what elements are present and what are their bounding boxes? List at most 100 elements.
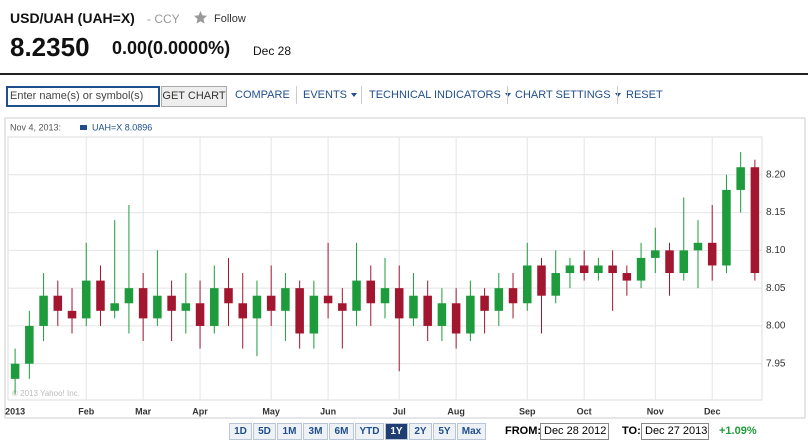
- x-tick-label: Dec: [704, 406, 721, 416]
- candle-body: [594, 265, 603, 274]
- candle-body: [153, 295, 162, 319]
- y-tick-label: 8.20: [766, 169, 786, 180]
- candle-body: [508, 288, 518, 304]
- candle-body: [579, 265, 589, 274]
- candle-body: [679, 250, 689, 274]
- y-tick-label: 8.05: [766, 283, 786, 294]
- follow-link[interactable]: Follow: [214, 13, 246, 25]
- get-chart-button[interactable]: GET CHART: [161, 86, 227, 107]
- chart-frame: [4, 117, 806, 419]
- candle-body: [67, 310, 77, 319]
- divider: [0, 73, 808, 75]
- range-button[interactable]: 1D: [229, 423, 252, 440]
- x-tick-label: Nov: [647, 406, 664, 416]
- y-tick-label: 8.15: [766, 207, 786, 218]
- candle-body: [39, 295, 48, 326]
- candle-body: [693, 242, 703, 251]
- candle-body: [10, 363, 20, 379]
- symbol: USD/UAH (UAH=X): [10, 10, 135, 26]
- watermark: © 2013 Yahoo! Inc.: [12, 389, 80, 398]
- candle-body: [252, 295, 262, 319]
- range-button[interactable]: YTD: [355, 423, 384, 440]
- candle-body: [281, 288, 290, 311]
- from-input[interactable]: Dec 28 2012: [540, 423, 609, 440]
- candle-body: [665, 250, 674, 274]
- menu-item[interactable]: COMPARE: [235, 89, 290, 101]
- candle-body: [309, 295, 319, 334]
- candle-body: [522, 265, 532, 304]
- y-tick-label: 8.00: [766, 321, 786, 332]
- candle-body: [195, 303, 205, 326]
- candle-body: [352, 280, 361, 311]
- range-button[interactable]: 1Y: [385, 423, 408, 440]
- candle-body: [423, 295, 432, 326]
- x-tick-label: 2013: [5, 406, 25, 416]
- candle-body: [537, 265, 546, 296]
- candle-body: [167, 295, 176, 311]
- candle-body: [96, 280, 105, 311]
- x-tick-label: Mar: [135, 406, 152, 416]
- candle-body: [295, 288, 304, 334]
- from-label: FROM:: [505, 425, 542, 437]
- candle-body: [437, 303, 447, 326]
- candle-body: [551, 273, 560, 296]
- range-button[interactable]: 6M: [329, 423, 354, 440]
- candle-body: [651, 250, 660, 258]
- range-button[interactable]: 3M: [303, 423, 328, 440]
- candle-body: [394, 288, 404, 319]
- legend-label: UAH=X 8.0896: [92, 122, 152, 132]
- range-button[interactable]: 1M: [277, 423, 302, 440]
- candle-body: [110, 303, 119, 311]
- menu-label: EVENTS: [303, 89, 348, 101]
- range-button[interactable]: 5Y: [433, 423, 456, 440]
- candle-body: [53, 295, 63, 311]
- chart: Nov 4, 2013: UAH=X 8.0896 © 2013 Yahoo! …: [4, 117, 806, 419]
- x-tick-label: May: [262, 406, 280, 416]
- candle-body: [736, 167, 745, 190]
- y-tick-label: 8.10: [766, 245, 786, 256]
- candle-body: [622, 273, 632, 281]
- x-tick-label: Sep: [519, 406, 536, 416]
- candle-body: [81, 280, 91, 319]
- x-tick-label: Apr: [192, 406, 208, 416]
- symbol-input[interactable]: Enter name(s) or symbol(s): [6, 86, 160, 107]
- candle-body: [224, 288, 233, 304]
- candle-body: [366, 280, 376, 304]
- x-tick-label: Feb: [78, 406, 95, 416]
- menu-item[interactable]: RESET: [626, 89, 663, 101]
- to-input[interactable]: Dec 27 2013: [641, 423, 709, 440]
- candle-body: [323, 295, 333, 304]
- candle-body: [138, 288, 148, 319]
- x-tick-label: Aug: [447, 406, 465, 416]
- x-tick-label: Oct: [577, 406, 592, 416]
- candle-body: [636, 257, 646, 281]
- range-button[interactable]: Max: [457, 423, 486, 440]
- candle-body: [608, 265, 617, 274]
- candle-body: [480, 295, 489, 311]
- candle-body: [266, 295, 276, 311]
- candle-body: [181, 303, 191, 311]
- star-icon[interactable]: [194, 11, 207, 24]
- menu-item[interactable]: EVENTS: [303, 89, 358, 101]
- menu-label: TECHNICAL INDICATORS: [369, 89, 501, 101]
- change: 0.00(0.0000%): [112, 38, 231, 58]
- candle-body: [466, 295, 475, 334]
- plot-area: [7, 136, 763, 401]
- candle-body: [722, 189, 731, 266]
- menu-label: CHART SETTINGS: [515, 89, 611, 101]
- legend-swatch: [80, 125, 87, 130]
- candle-body: [238, 303, 248, 319]
- price: 8.2350: [10, 32, 90, 62]
- range-button[interactable]: 5D: [253, 423, 276, 440]
- range-button[interactable]: 2Y: [409, 423, 432, 440]
- date: Dec 28: [253, 44, 292, 58]
- y-tick-label: 7.95: [766, 358, 786, 369]
- candle-body: [451, 303, 461, 334]
- exchange: - CCY: [147, 12, 180, 26]
- candle-body: [380, 288, 390, 304]
- legend-date: Nov 4, 2013:: [10, 122, 61, 132]
- candle-body: [338, 303, 347, 311]
- candle-body: [124, 288, 134, 304]
- range-change: +1.09%: [719, 425, 757, 437]
